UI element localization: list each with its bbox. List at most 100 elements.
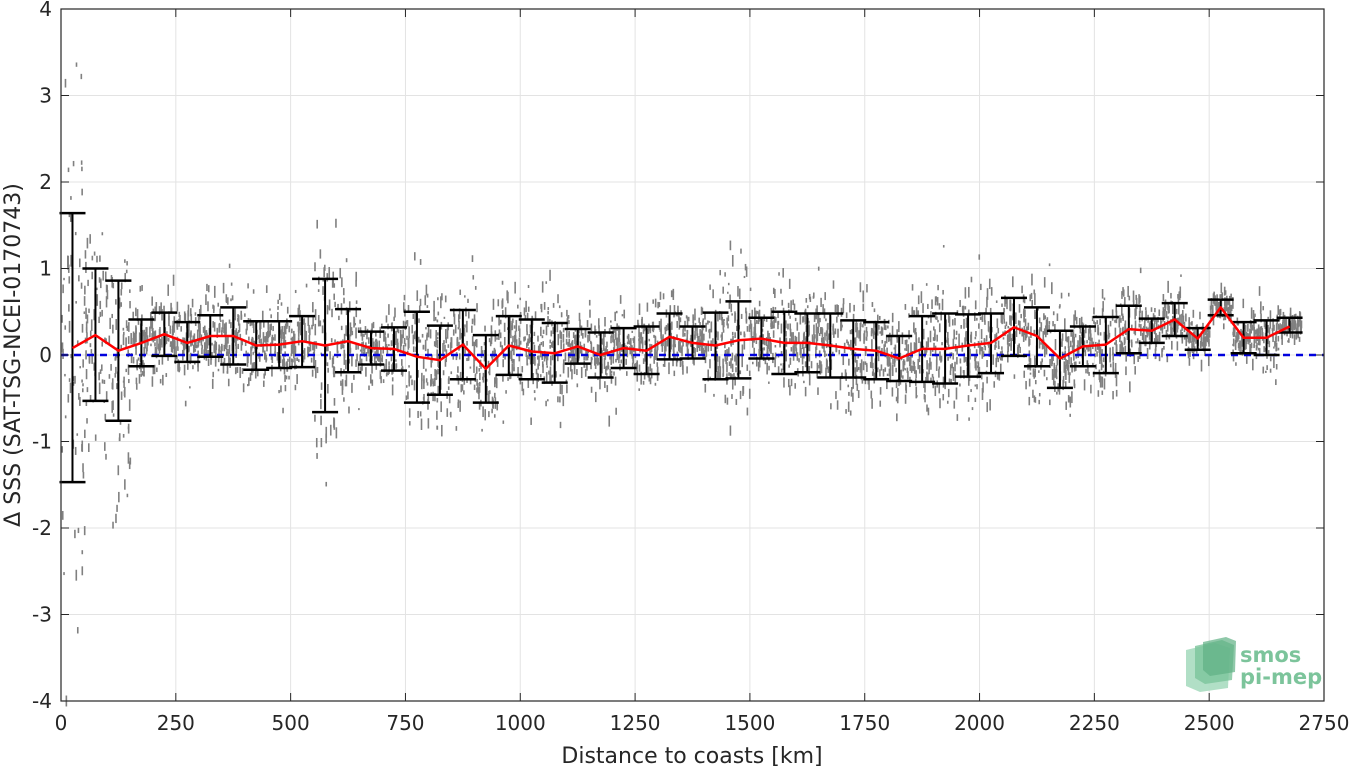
scatter-point — [1101, 363, 1103, 368]
scatter-point — [190, 313, 193, 324]
scatter-point — [112, 324, 114, 334]
scatter-point — [610, 325, 612, 329]
scatter-point — [636, 370, 639, 382]
scatter-point — [124, 259, 126, 263]
scatter-point — [697, 342, 700, 349]
scatter-point — [437, 368, 439, 375]
scatter-point — [547, 316, 549, 327]
scatter-point — [1257, 324, 1260, 334]
scatter-point — [734, 315, 737, 321]
scatter-point — [1258, 286, 1261, 296]
scatter-point — [226, 362, 229, 374]
scatter-point — [241, 368, 244, 374]
scatter-point — [678, 312, 680, 321]
scatter-point — [172, 342, 175, 349]
scatter-point — [513, 325, 516, 329]
scatter-point — [1115, 303, 1118, 313]
scatter-point — [239, 333, 242, 339]
scatter-point — [1222, 318, 1225, 321]
scatter-point — [964, 306, 967, 310]
scatter-point — [642, 380, 645, 385]
scatter-point — [110, 274, 113, 282]
scatter-point — [1170, 319, 1172, 330]
scatter-point — [1191, 344, 1194, 352]
scatter-point — [129, 457, 132, 465]
scatter-point — [1195, 325, 1198, 329]
scatter-point — [605, 346, 607, 356]
scatter-point — [705, 345, 708, 357]
scatter-point — [965, 332, 967, 341]
scatter-point — [836, 304, 838, 313]
logo-mark — [1186, 637, 1236, 692]
scatter-point — [167, 284, 170, 296]
scatter-point — [937, 284, 939, 291]
scatter-point — [85, 369, 88, 380]
scatter-point — [314, 309, 317, 321]
scatter-point — [976, 384, 978, 390]
scatter-point — [673, 305, 676, 317]
scatter-point — [143, 362, 145, 373]
scatter-point — [416, 290, 419, 301]
scatter-point — [848, 391, 850, 396]
scatter-point — [303, 348, 306, 360]
scatter-point — [1120, 318, 1122, 323]
scatter-point — [797, 371, 800, 377]
scatter-point — [280, 341, 283, 351]
scatter-point — [1217, 301, 1219, 309]
scatter-point — [339, 267, 342, 279]
scatter-point — [122, 327, 125, 331]
scatter-point — [1062, 376, 1065, 384]
scatter-point — [1252, 310, 1255, 321]
scatter-point — [827, 366, 830, 373]
scatter-point — [127, 364, 130, 375]
scatter-point — [562, 395, 565, 407]
scatter-point — [225, 347, 228, 351]
scatter-point — [158, 345, 160, 351]
scatter-point — [859, 332, 861, 342]
scatter-point — [720, 311, 723, 321]
scatter-point — [1176, 324, 1179, 333]
scatter-point — [210, 356, 213, 361]
scatter-point — [445, 349, 448, 357]
scatter-point — [968, 362, 971, 374]
scatter-point — [443, 340, 445, 345]
scatter-point — [594, 356, 596, 366]
scatter-point — [263, 373, 266, 379]
scatter-point — [1086, 360, 1089, 365]
scatter-point — [931, 299, 933, 309]
scatter-point — [473, 341, 476, 352]
scatter-point — [395, 363, 398, 368]
scatter-point — [231, 343, 233, 351]
scatter-point — [583, 343, 586, 351]
scatter-point — [1232, 331, 1234, 336]
scatter-point — [149, 326, 151, 338]
scatter-point — [662, 293, 665, 300]
scatter-point — [584, 369, 587, 377]
scatter-point — [934, 296, 937, 306]
scatter-point — [391, 362, 394, 374]
scatter-point — [211, 351, 213, 358]
scatter-point — [712, 338, 714, 345]
scatter-point — [1166, 353, 1169, 363]
scatter-point — [1268, 327, 1271, 335]
scatter-point — [950, 378, 952, 384]
scatter-point — [1244, 333, 1247, 346]
scatter-point — [1089, 329, 1092, 334]
scatter-point — [694, 308, 696, 321]
scatter-point — [925, 376, 927, 383]
scatter-point — [494, 377, 496, 388]
scatter-point — [810, 361, 813, 369]
scatter-point — [1139, 344, 1142, 353]
scatter-point — [156, 338, 158, 350]
scatter-point — [74, 529, 76, 539]
scatter-point — [96, 255, 98, 263]
scatter-point — [1084, 324, 1087, 334]
scatter-point — [327, 346, 329, 352]
scatter-point — [252, 351, 255, 355]
scatter-point — [365, 367, 367, 377]
scatter-point — [245, 328, 248, 335]
scatter-point — [62, 284, 64, 294]
scatter-point — [1067, 364, 1070, 375]
scatter-point — [326, 362, 329, 367]
scatter-point — [104, 271, 107, 282]
